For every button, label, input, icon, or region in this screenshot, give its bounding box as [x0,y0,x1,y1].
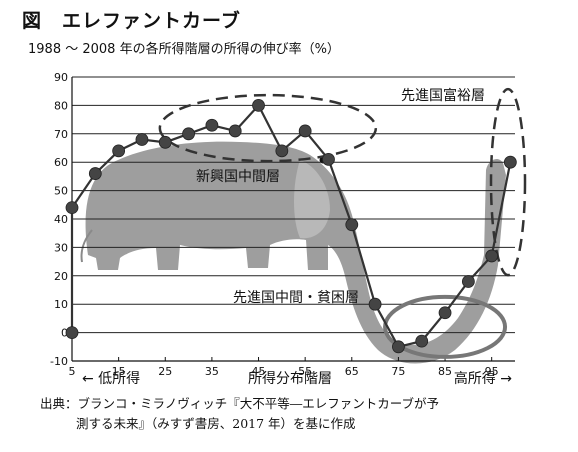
y-tick-label: 70 [54,128,68,141]
y-tick-label: 10 [54,298,68,311]
elephant-tail [80,229,93,263]
y-tick-label: 90 [54,71,68,84]
data-points [65,99,517,354]
data-point [415,334,429,348]
x-caption-high: 高所得 → [454,370,512,387]
data-point [158,135,172,149]
data-point [65,201,79,215]
grid-lines [72,76,515,362]
data-point [322,152,335,166]
label-emerging-middle: 新興国中間層 [196,169,280,185]
data-point [275,144,289,158]
data-point [135,133,149,146]
data-point [182,127,195,141]
data-point [503,155,517,169]
data-point [461,275,475,288]
elephant-body [85,141,507,364]
x-tick-label: 95 [485,365,499,378]
source-note: 出典：ブランコ・ミラノヴィッチ『大不平等―エレファントカーブが予 測する未来』（… [40,394,439,434]
data-point [392,340,405,354]
x-tick-label: 75 [391,365,405,378]
chart-title: 図 エレファントカーブ [22,10,241,32]
y-tick-label: 60 [54,156,68,169]
data-point [112,144,126,158]
x-tick-label: 55 [298,365,312,378]
y-tick-label: 0 [61,327,68,340]
x-tick-label: 85 [438,365,452,378]
x-tick-label: 5 [69,365,76,378]
y-tick-label: -10 [50,355,68,368]
y-tick-label: 20 [54,270,68,283]
y-tick-label: 30 [54,241,68,254]
data-point [65,326,79,340]
elephant-curve-chart: -10 0 10 20 30 40 50 60 70 80 90 5 15 25 35 45 55 65 75 85 9… [50,71,527,387]
data-point [88,167,102,180]
ellipse-emerging-middle [158,93,378,163]
annotation-ellipses [158,87,527,359]
data-point [485,249,499,263]
x-caption-center: 所得分布階層 [248,370,332,387]
x-tick-label: 35 [205,365,219,378]
label-advanced-middle-poor: 先進国中間・貧困層 [233,290,359,306]
x-caption-low: ← 低所得 [82,370,140,387]
x-tick-label: 45 [252,365,266,378]
data-point [345,218,359,232]
source-line-2: 測する未来』（みすず書房、2017 年）を基に作成 [76,416,356,431]
data-point [205,118,219,132]
x-axis-captions: ← 低所得 所得分布階層 高所得 → [82,370,512,387]
x-tick-label: 65 [345,365,359,378]
x-tick-label: 25 [158,365,172,378]
data-point [252,99,265,112]
elephant-illustration [80,141,507,364]
ellipse-advanced-rich [489,87,527,277]
data-point [368,297,382,311]
data-point [228,124,242,138]
data-point [298,124,312,138]
y-tick-label: 40 [54,213,68,226]
ellipse-advanced-middle-poor [383,294,508,359]
label-advanced-rich: 先進国富裕層 [401,87,485,104]
source-line-1: 出典：ブランコ・ミラノヴィッチ『大不平等―エレファントカーブが予 [40,396,440,411]
x-tick-label: 15 [112,365,126,378]
data-point [438,306,452,320]
chart-subtitle: 1988 〜 2008 年の各所得階層の所得の伸び率（%） [28,42,340,57]
y-tick-label: 50 [54,185,68,198]
y-tick-label: 80 [54,99,68,112]
